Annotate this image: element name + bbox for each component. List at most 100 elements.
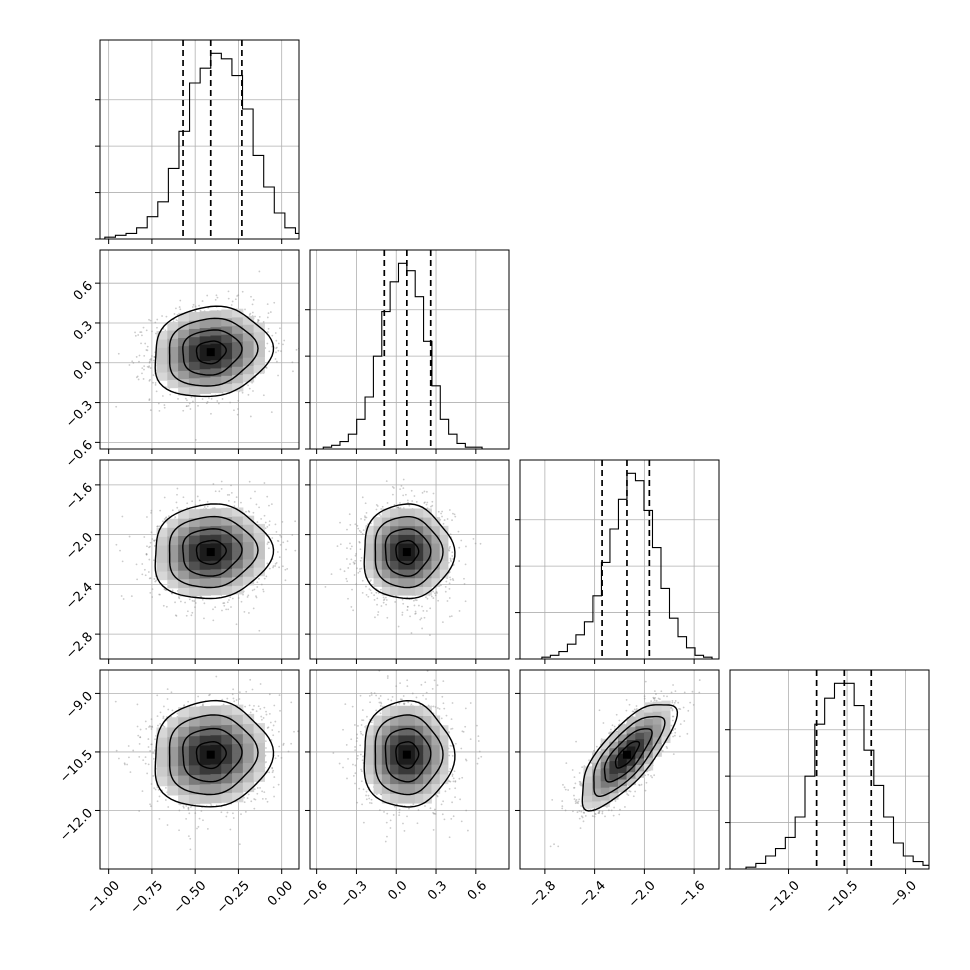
scatter-point	[167, 806, 170, 808]
density-cell	[199, 560, 212, 570]
scatter-point	[203, 602, 206, 605]
density-cell	[242, 524, 255, 534]
scatter-point	[461, 730, 464, 733]
scatter-point	[448, 754, 451, 757]
scatter-point	[436, 592, 438, 594]
scatter-panel-2-4	[305, 669, 510, 874]
scatter-point	[386, 616, 389, 619]
scatter-point	[349, 542, 351, 545]
scatter-point	[149, 358, 152, 361]
scatter-point	[199, 309, 202, 312]
density-cell	[167, 379, 179, 389]
scatter-point	[247, 594, 250, 597]
scatter-point	[407, 701, 410, 704]
density-cell	[188, 774, 201, 785]
density-cell	[423, 551, 432, 561]
scatter-point	[441, 813, 444, 816]
scatter-point	[257, 319, 260, 322]
scatter-point	[233, 501, 236, 503]
scatter-point	[148, 546, 150, 549]
scatter-point	[273, 776, 276, 778]
density-cell	[178, 370, 190, 380]
density-cell	[188, 344, 201, 354]
density-cell	[414, 543, 424, 553]
scatter-point	[139, 736, 142, 739]
scatter-point	[143, 354, 146, 357]
density-cell	[188, 543, 201, 553]
scatter-point	[182, 409, 185, 412]
scatter-point	[398, 702, 401, 705]
scatter-point	[431, 500, 434, 503]
density-cell	[253, 723, 265, 734]
scatter-point	[262, 588, 264, 591]
scatter-point	[362, 529, 365, 532]
scatter-point	[360, 780, 363, 783]
scatter-point	[238, 691, 241, 694]
scatter-point	[290, 742, 293, 745]
density-cell	[156, 527, 168, 537]
density-cell	[414, 560, 424, 570]
scatter-point	[147, 571, 150, 573]
scatter-point	[253, 576, 256, 579]
scatter-point	[406, 609, 409, 611]
scatter-point	[268, 541, 270, 544]
scatter-point	[365, 585, 367, 588]
scatter-point	[277, 349, 280, 352]
scatter-point	[278, 694, 281, 697]
density-cell	[199, 360, 212, 370]
scatter-point	[338, 762, 341, 765]
scatter-point	[248, 612, 250, 614]
scatter-point	[274, 565, 277, 567]
scatter-point	[149, 409, 152, 412]
scatter-point	[185, 614, 188, 617]
scatter-point	[383, 598, 386, 601]
scatter-point	[463, 583, 466, 585]
scatter-point	[436, 684, 439, 687]
scatter-point	[402, 494, 405, 497]
scatter-point	[174, 516, 177, 519]
density-cell	[242, 541, 255, 551]
scatter-point	[252, 390, 254, 392]
scatter-point	[147, 366, 150, 369]
scatter-point	[234, 298, 237, 301]
scatter-point	[360, 732, 363, 735]
density-cell	[242, 324, 255, 334]
scatter-point	[229, 401, 232, 404]
density-cell	[398, 508, 408, 518]
scatter-point	[152, 374, 155, 377]
scatter-point	[449, 576, 451, 579]
scatter-point	[261, 718, 263, 721]
scatter-point	[350, 606, 353, 608]
scatter-point	[445, 714, 448, 717]
density-cell	[232, 753, 244, 764]
scatter-point	[342, 766, 344, 769]
scatter-point	[406, 685, 409, 688]
scatter-point	[152, 359, 155, 362]
scatter-point	[264, 797, 267, 800]
scatter-point	[150, 743, 153, 746]
scatter-point	[115, 405, 118, 408]
scatter-point	[267, 547, 270, 550]
scatter-point	[153, 355, 156, 358]
scatter-point	[165, 315, 168, 318]
density-cell	[221, 317, 233, 327]
density-cell	[253, 532, 265, 542]
density-cell	[210, 754, 222, 765]
density-cell	[390, 508, 399, 518]
scatter-point	[256, 586, 259, 588]
density-cell	[398, 543, 408, 553]
scatter-point	[170, 691, 173, 694]
density-cell	[221, 326, 233, 335]
density-cell	[439, 543, 449, 553]
scatter-point	[464, 600, 467, 603]
scatter-point	[403, 702, 406, 705]
density-cell	[210, 783, 222, 794]
scatter-point	[251, 708, 254, 711]
density-cell	[167, 518, 179, 528]
density-cell	[232, 316, 244, 326]
scatter-point	[244, 810, 247, 813]
scatter-point	[162, 604, 165, 607]
scatter-point	[257, 318, 259, 321]
scatter-point	[131, 360, 134, 363]
scatter-point	[248, 704, 251, 707]
